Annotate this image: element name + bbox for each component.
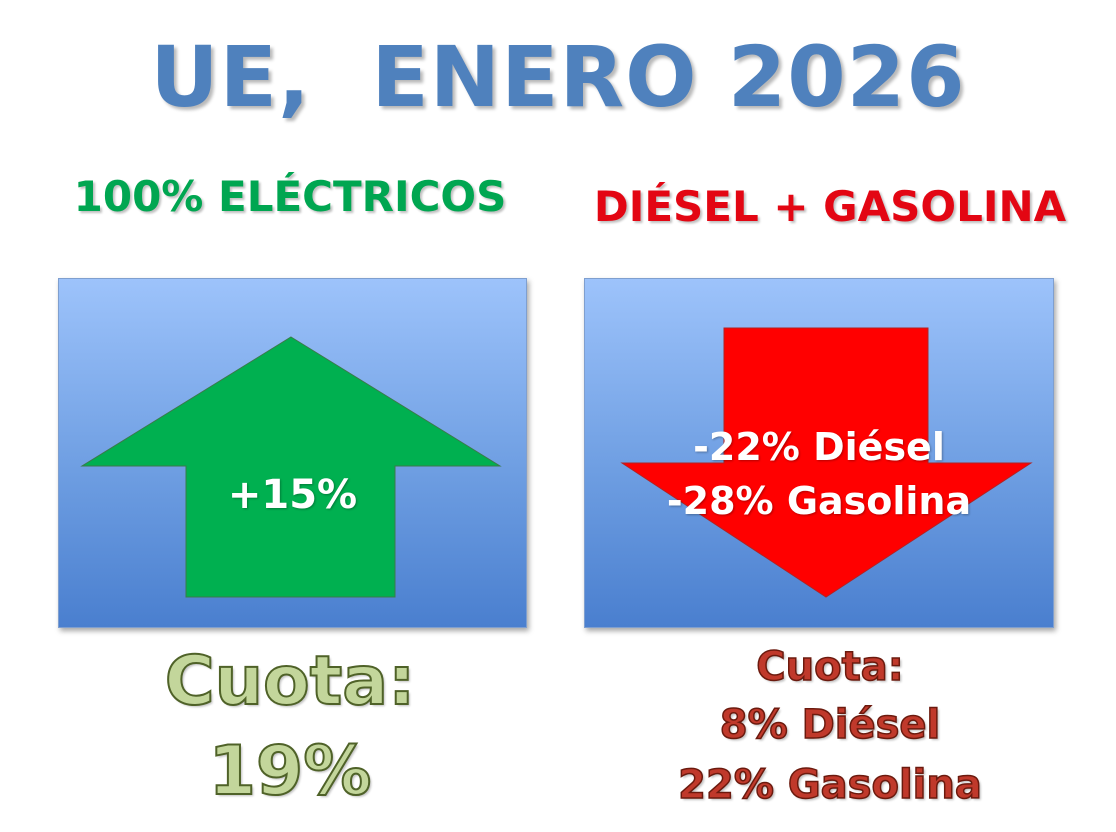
electric-panel: +15% xyxy=(58,278,527,628)
electric-quota-label: Cuota: xyxy=(164,641,417,722)
combustion-panel: -22% Diésel -28% Gasolina xyxy=(584,278,1054,628)
electric-quota-value: 19% xyxy=(208,731,373,812)
heading-diesel-gasoline: DIÉSEL + GASOLINA xyxy=(593,182,1067,231)
up-arrow-icon xyxy=(80,336,502,598)
heading-electric: 100% ELÉCTRICOS xyxy=(73,172,507,221)
combustion-quota-label: Cuota: xyxy=(756,643,905,691)
page-title: UE, ENERO 2026 xyxy=(150,28,966,126)
down-arrow-icon xyxy=(620,327,1033,598)
gasoline-change-label: -28% Gasolina xyxy=(666,479,972,523)
up-arrow-shape xyxy=(80,336,502,598)
diesel-quota-value: 8% Diésel xyxy=(719,701,941,749)
down-arrow-shape xyxy=(620,327,1033,598)
diesel-change-label: -22% Diésel xyxy=(693,425,945,469)
electric-change-label: +15% xyxy=(227,472,358,518)
gasoline-quota-value: 22% Gasolina xyxy=(677,761,982,809)
